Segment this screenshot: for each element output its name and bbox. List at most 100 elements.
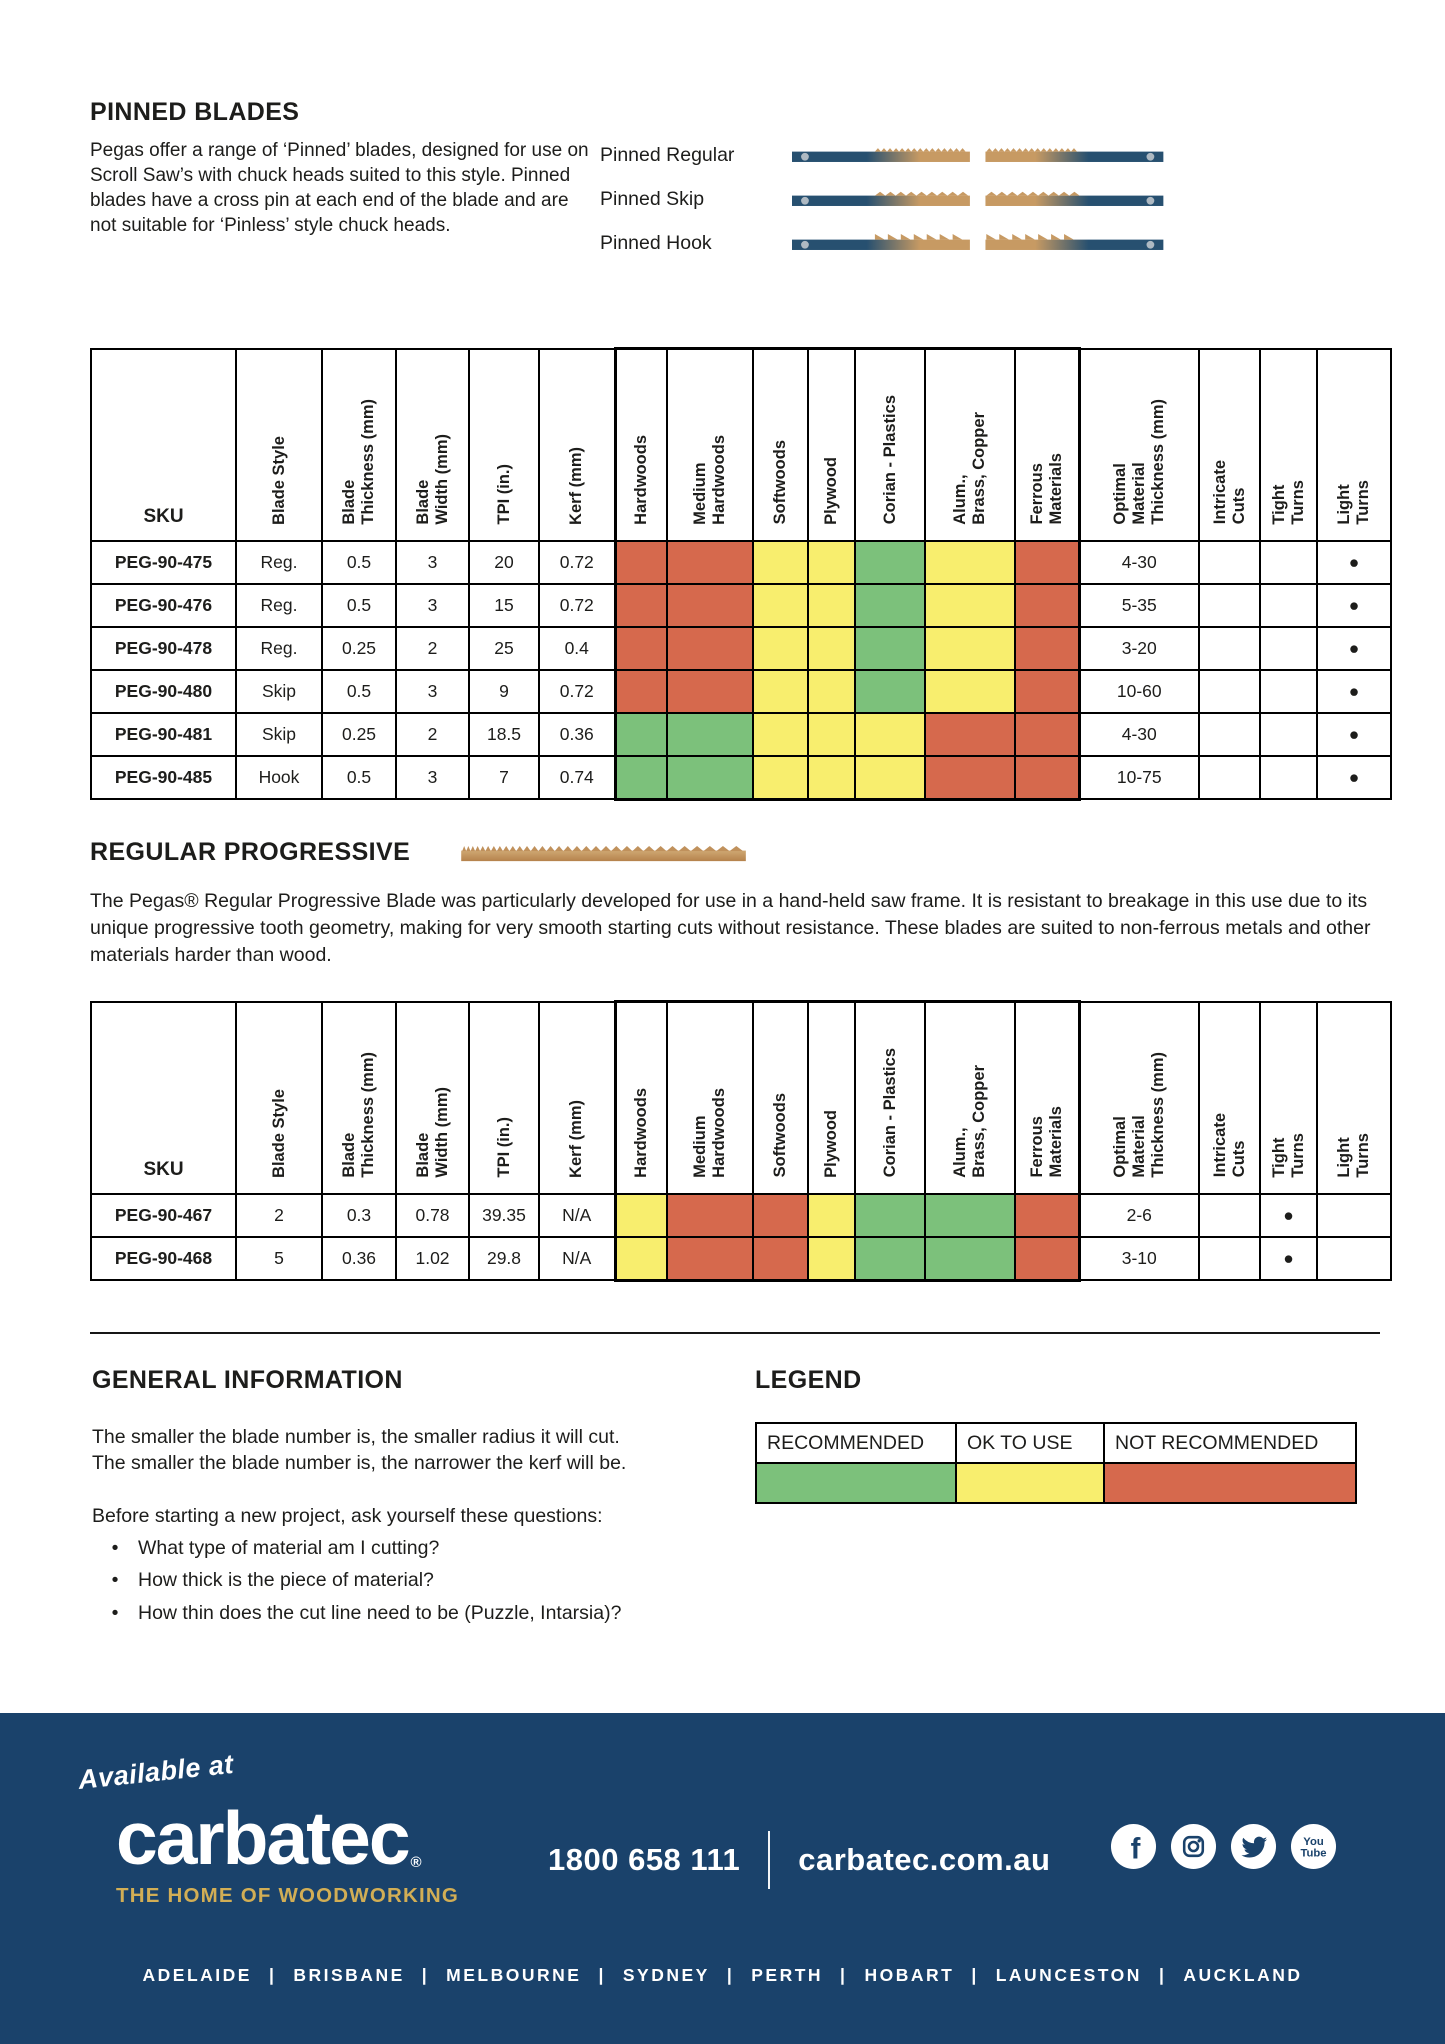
cell-mat0	[613, 582, 668, 628]
cell-mat1	[666, 582, 754, 628]
col-header-mat6: Ferrous Materials	[1014, 347, 1081, 542]
cell-mat0	[613, 711, 668, 757]
cell-light: ●	[1316, 582, 1392, 628]
cell-mat3	[807, 668, 856, 714]
cell-intricate	[1198, 668, 1261, 714]
cell-mat5	[924, 582, 1016, 628]
cell-kerf: 0.72	[538, 582, 616, 628]
col-header-label: Blade Thickness (mm)	[340, 1051, 377, 1178]
cell-width: 1.02	[395, 1235, 470, 1281]
col-header-intricate: Intricate Cuts	[1198, 347, 1261, 542]
col-header-optimal: Optimal Material Thickness (mm)	[1078, 1000, 1200, 1195]
city-separator: |	[971, 1965, 979, 1985]
city-name: AUCKLAND	[1183, 1965, 1303, 1985]
cell-intricate	[1198, 1235, 1261, 1281]
general-information-text: The smaller the blade number is, the sma…	[92, 1424, 692, 1626]
svg-text:f: f	[1131, 1832, 1141, 1865]
cell-light	[1316, 1235, 1392, 1281]
cell-tight	[1259, 711, 1318, 757]
cell-optimal: 5-35	[1078, 582, 1200, 628]
cell-mat3	[807, 754, 856, 801]
cell-intricate	[1198, 754, 1261, 800]
cell-light	[1316, 1192, 1392, 1238]
cell-light: ●	[1316, 711, 1392, 757]
contact-info: 1800 658 111 carbatec.com.au	[548, 1831, 1050, 1889]
col-header-mat5: Alum., Brass, Copper	[924, 1000, 1016, 1195]
cell-kerf: 0.36	[538, 711, 616, 757]
col-header-thickness: Blade Thickness (mm)	[321, 1000, 397, 1195]
instagram-icon	[1170, 1823, 1217, 1870]
cell-tpi: 25	[468, 625, 540, 671]
col-header-kerf: Kerf (mm)	[538, 347, 616, 542]
cell-mat2	[752, 711, 809, 757]
cell-style: Reg.	[235, 625, 323, 671]
progressive-blade-image	[458, 841, 750, 864]
cell-optimal: 2-6	[1078, 1192, 1200, 1238]
table-row: PEG-90-475 Reg. 0.5 3 20 0.72 4-30 ●	[90, 539, 1392, 585]
cell-width: 3	[395, 668, 470, 714]
cell-width: 3	[395, 754, 470, 800]
cell-mat4	[854, 582, 926, 628]
pinned-regular-blade-image	[792, 142, 1172, 169]
legend-table: RECOMMENDED OK TO USE NOT RECOMMENDED	[755, 1422, 1357, 1504]
cell-tight	[1259, 539, 1318, 585]
cell-thickness: 0.5	[321, 539, 397, 585]
cell-mat1	[666, 754, 754, 801]
city-separator: |	[268, 1965, 277, 1985]
cell-kerf: N/A	[538, 1235, 616, 1281]
city-separator: |	[726, 1965, 735, 1985]
facebook-icon: f	[1110, 1823, 1157, 1870]
info-prompt: Before starting a new project, ask yours…	[92, 1504, 603, 1527]
cell-kerf: 0.72	[538, 668, 616, 714]
legend-title: LEGEND	[755, 1366, 862, 1394]
cell-mat3	[807, 711, 856, 757]
col-header-label: Blade Thickness (mm)	[340, 398, 377, 525]
registered-mark: ®	[410, 1854, 422, 1871]
cell-mat6	[1014, 711, 1081, 757]
social-icons: f You Tube	[1110, 1823, 1337, 1870]
col-header-mat5: Alum., Brass, Copper	[924, 347, 1016, 542]
col-header-optimal: Optimal Material Thickness (mm)	[1078, 347, 1200, 542]
cell-mat2	[752, 754, 809, 801]
cell-mat0	[613, 625, 668, 671]
cell-style: Reg.	[235, 582, 323, 628]
info-bullet: How thin does the cut line need to be (P…	[92, 1600, 692, 1626]
table-row: PEG-90-481 Skip 0.25 2 18.5 0.36 4-30 ●	[90, 711, 1392, 757]
city-name: PERTH	[751, 1965, 824, 1985]
cell-mat4	[854, 1235, 926, 1282]
header-row: SKU Blade Style Blade Thickness (mm) Blade …	[90, 347, 1392, 542]
city-separator: |	[598, 1965, 606, 1985]
cell-sku: PEG-90-476	[90, 582, 237, 628]
cell-tpi: 15	[468, 582, 540, 628]
cell-width: 3	[395, 582, 470, 628]
col-header-tpi: TPI (in.)	[468, 347, 540, 542]
col-header-label: Kerf (mm)	[567, 1099, 586, 1178]
pinned-regular-label: Pinned Regular	[600, 144, 735, 166]
col-header-label: Alum., Brass, Copper	[951, 1064, 988, 1178]
legend-swatch-recommended	[755, 1462, 957, 1504]
cell-thickness: 0.25	[321, 625, 397, 671]
cell-intricate	[1198, 582, 1261, 628]
blade-type-row: Pinned Skip	[600, 184, 1172, 215]
cell-intricate	[1198, 711, 1261, 757]
cell-mat4	[854, 1192, 926, 1238]
cell-mat2	[752, 1192, 809, 1238]
blade-type-row: Pinned Regular	[600, 140, 1172, 171]
cell-mat2	[752, 539, 809, 585]
cell-mat5	[924, 1235, 1016, 1282]
col-header-label: Softwoods	[771, 1093, 790, 1178]
col-header-label: Ferrous Materials	[1027, 452, 1065, 525]
regular-progressive-text: The Pegas® Regular Progressive Blade was…	[90, 890, 1371, 966]
cell-tight	[1259, 668, 1318, 714]
col-header-label: Light Turns	[1335, 479, 1372, 525]
regular-progressive-table: SKU Blade Style Blade Thickness (mm) Blade …	[90, 1000, 1392, 1282]
cell-mat5	[924, 754, 1016, 801]
cell-mat4	[854, 711, 926, 757]
col-header-mat2: Softwoods	[752, 1000, 809, 1195]
cell-sku: PEG-90-467	[90, 1192, 237, 1238]
col-header-intricate: Intricate Cuts	[1198, 1000, 1261, 1195]
city-separator: |	[840, 1965, 848, 1985]
col-header-label: Softwoods	[771, 440, 790, 525]
cell-mat5	[924, 539, 1016, 585]
col-header-style: Blade Style	[235, 1000, 323, 1195]
